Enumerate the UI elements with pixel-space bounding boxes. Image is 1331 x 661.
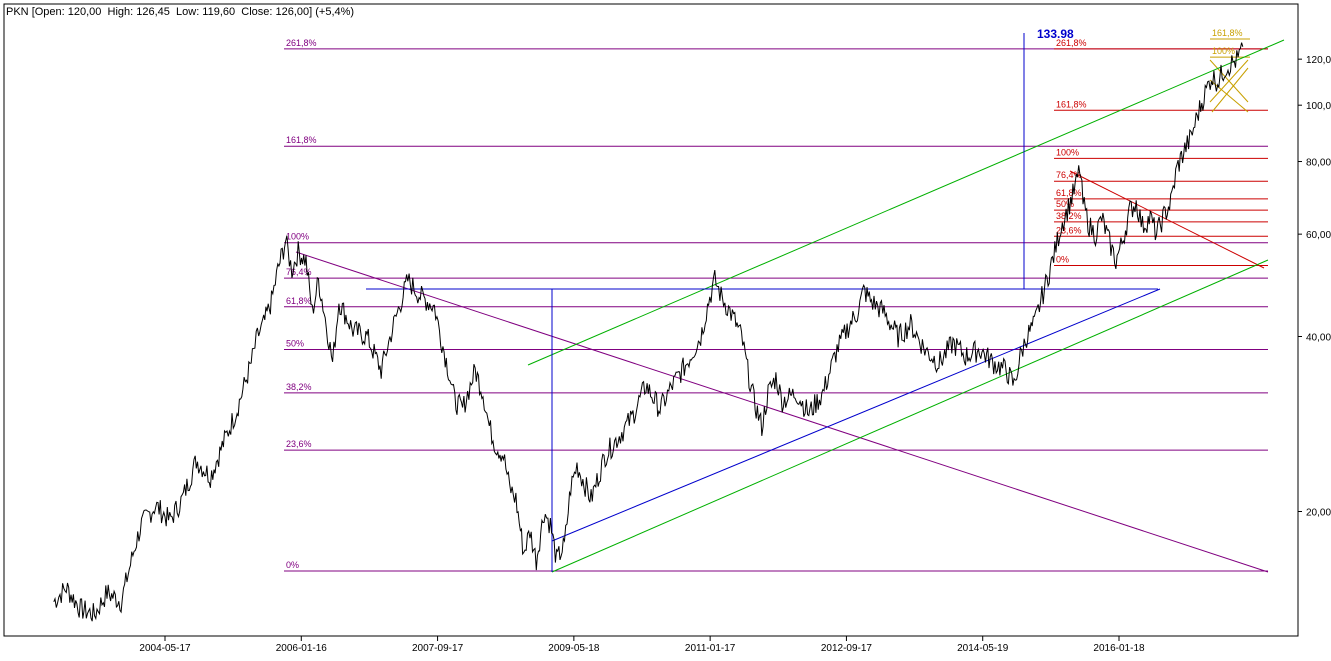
x-axis-tick-label: 2016-01-18 (1093, 643, 1145, 654)
y-axis-tick-label: 20,00 (1306, 508, 1331, 519)
fib-mid-level-label: 38,2% (1056, 211, 1082, 221)
axis-layer: 20,00 40,00 60,00 80,00 100,00 120,00 2004-05-… (139, 55, 1331, 654)
ticker-info: PKN [Open: 120,00 High: 126,45 Low: 119,… (6, 6, 354, 18)
fib-mid-level-label: 0% (1056, 254, 1069, 264)
plot-border (3, 3, 1299, 637)
fib-small-fan-line (1209, 59, 1249, 103)
fib-main-level-label: 100% (286, 232, 309, 242)
fib-mid-level-label: 23,6% (1056, 225, 1082, 235)
fib-mid-level-label: 100% (1056, 147, 1079, 157)
y-axis-tick-label: 100,00 (1306, 101, 1331, 112)
fib-mid-level-label: 161,8% (1056, 99, 1087, 109)
fib-main-level-label: 38,2% (286, 382, 312, 392)
x-axis-tick-label: 2014-05-19 (957, 643, 1009, 654)
x-axis-tick-label: 2009-05-18 (548, 643, 600, 654)
trendline-layer: 133.98 (295, 27, 1285, 573)
x-axis-tick-label: 2007-09-17 (412, 643, 464, 654)
channel-upper-line (527, 39, 1285, 366)
ohlc-readout: [Open: 120,00 High: 126,45 Low: 119,60 C… (31, 6, 313, 18)
fib-main-level-label: 261,8% (286, 38, 317, 48)
change-readout: (+5,4%) (315, 6, 355, 18)
fib-main-level-label: 50% (286, 338, 304, 348)
y-axis-tick-label: 60,00 (1306, 230, 1331, 241)
red-downtrend-line (1069, 170, 1265, 269)
fib-small-fan-line (1211, 67, 1249, 113)
fib-small-fan-line (1209, 79, 1249, 113)
fib-mid-level-label: 50% (1056, 199, 1074, 209)
x-axis-tick-label: 2004-05-17 (139, 643, 191, 654)
fib-main-level-label: 76,4% (286, 267, 312, 277)
y-axis-tick-label: 120,00 (1306, 55, 1331, 66)
blue-uptrend-line (551, 288, 1161, 542)
ticker-symbol: PKN (6, 6, 29, 18)
y-axis-tick-label: 80,00 (1306, 158, 1331, 169)
fib-mid-level-label: 76,4% (1056, 170, 1082, 180)
fib-main-level-label: 161,8% (286, 135, 317, 145)
channel-lower-line (551, 259, 1269, 573)
fib-small-level-label: 100% (1212, 46, 1235, 56)
x-axis-tick-label: 2006-01-16 (276, 643, 328, 654)
fib-mid-level-label: 61,8% (1056, 188, 1082, 198)
fib-main-level-label: 0% (286, 560, 299, 570)
target-label: 133.98 (1037, 27, 1074, 41)
price-line (53, 42, 1244, 622)
fibonacci-layer: 261,8%161,8%100%76,4%61,8%50%38,2%23,6%0… (284, 28, 1268, 572)
fib-mid-level-label: 261,8% (1056, 38, 1087, 48)
fib-main-level-label: 23,6% (286, 439, 312, 449)
fib-main-level-label: 61,8% (286, 296, 312, 306)
x-axis-tick-label: 2011-01-17 (685, 643, 736, 654)
price-series-layer (53, 42, 1244, 622)
x-axis-tick-label: 2012-09-17 (821, 643, 873, 654)
y-axis-tick-label: 40,00 (1306, 333, 1331, 344)
fib-small-level-label: 161,8% (1212, 28, 1243, 38)
